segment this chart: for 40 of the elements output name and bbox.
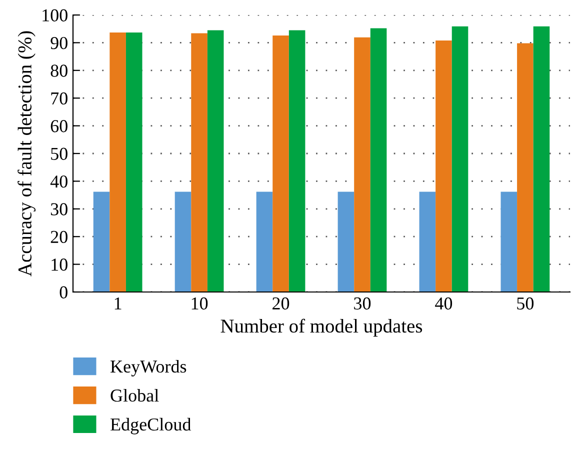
- x-tick-label: 1: [114, 297, 122, 310]
- legend-label: KeyWords: [110, 360, 186, 376]
- y-tick-label: 60: [50, 120, 68, 132]
- y-tick-label: 40: [50, 175, 68, 188]
- bar: [207, 30, 224, 292]
- x-tick-label: 10: [192, 297, 208, 310]
- legend-label: Global: [110, 388, 159, 402]
- x-axis-title: Number of model updates: [220, 318, 422, 337]
- y-tick-label: 30: [50, 203, 68, 216]
- bar: [110, 32, 126, 292]
- bar: [452, 26, 468, 292]
- y-tick-label: 100: [42, 9, 68, 22]
- y-tick-label: 10: [52, 258, 68, 271]
- x-tick-label: 20: [272, 297, 290, 310]
- bar: [93, 192, 110, 292]
- y-axis-title: Accuracy of fault detection (%): [18, 31, 36, 276]
- y-tick-label: 80: [50, 64, 68, 77]
- bar: [354, 37, 370, 292]
- bar: [338, 192, 354, 292]
- legend-label: EdgeCloud: [110, 418, 192, 434]
- x-tick-label: 50: [517, 297, 534, 310]
- x-tick-label: 30: [354, 297, 371, 310]
- bar: [533, 26, 550, 292]
- bar: [500, 192, 518, 292]
- y-tick-label: 50: [51, 148, 68, 160]
- bar: [517, 43, 534, 292]
- bar: [419, 192, 436, 292]
- x-tick-label: 40: [435, 297, 452, 310]
- y-tick-label: 20: [50, 230, 68, 244]
- bar: [126, 32, 142, 292]
- bar: [256, 192, 273, 292]
- y-tick-label: 70: [51, 92, 68, 105]
- y-tick-label: 90: [50, 36, 68, 50]
- bar: [272, 36, 289, 292]
- bar: [370, 28, 387, 292]
- bar: [174, 192, 192, 292]
- bar: [288, 30, 306, 292]
- bar: [436, 40, 452, 292]
- bar: [191, 33, 208, 292]
- y-tick-label: 0: [60, 286, 68, 298]
